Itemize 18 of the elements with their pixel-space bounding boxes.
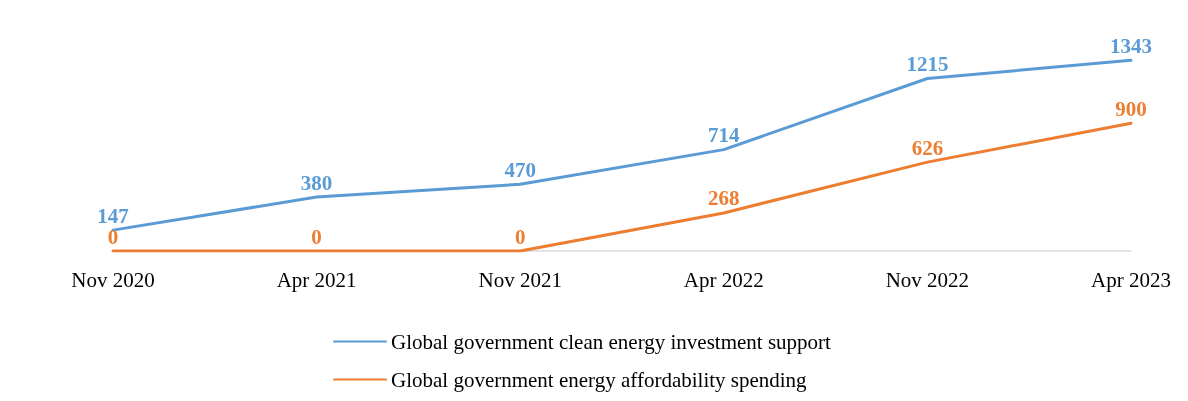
x-tick-label: Nov 2021: [478, 267, 562, 292]
data-label: 1343: [1110, 33, 1152, 58]
x-tick-label: Apr 2023: [1091, 267, 1171, 292]
data-label: 1215: [906, 51, 949, 76]
data-label: 626: [911, 135, 944, 160]
data-label: 714: [708, 123, 741, 148]
legend-label: Global government energy affordability spending: [391, 367, 808, 392]
data-label: 900: [1115, 96, 1147, 121]
data-label: 380: [300, 170, 333, 195]
data-label: 268: [708, 186, 740, 211]
data-label: 0: [311, 224, 322, 249]
x-tick-label: Nov 2020: [71, 267, 155, 292]
data-label: 470: [504, 157, 536, 182]
x-tick-label: Apr 2022: [683, 267, 764, 292]
x-tick-label: Apr 2021: [276, 267, 357, 292]
x-tick-label: Nov 2022: [885, 267, 970, 292]
data-label: 0: [514, 224, 526, 249]
legend-label: Global government clean energy investment support: [391, 329, 832, 354]
